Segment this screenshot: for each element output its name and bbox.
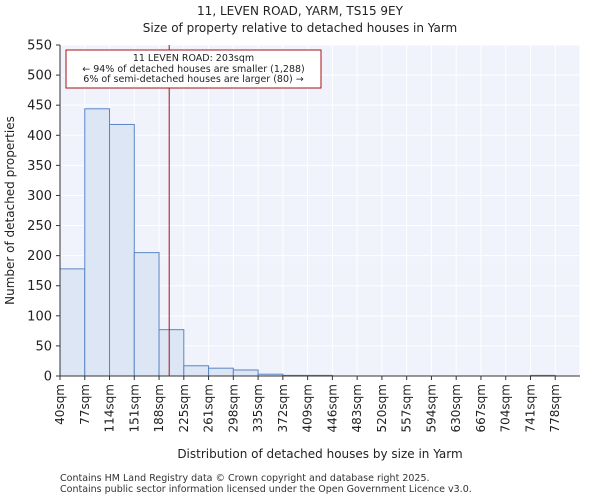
bar-298sqm xyxy=(232,369,259,377)
x-tick-label: 261sqm xyxy=(202,384,216,432)
chart-title: 11, LEVEN ROAD, YARM, TS15 9EY xyxy=(197,4,403,18)
annotation-smaller: ← 94% of detached houses are smaller (1,… xyxy=(82,64,305,75)
x-tick-label: 225sqm xyxy=(177,384,191,432)
y-tick-label: 50 xyxy=(35,339,52,354)
x-axis-label: Distribution of detached houses by size … xyxy=(177,447,462,461)
x-tick-label: 114sqm xyxy=(103,384,117,432)
y-tick-label: 550 xyxy=(27,39,52,54)
x-tick-label: 40sqm xyxy=(53,384,67,425)
annotation-title: 11 LEVEN ROAD: 203sqm xyxy=(133,53,254,64)
y-tick-label: 450 xyxy=(27,99,52,114)
bar-114sqm xyxy=(109,123,135,377)
x-tick-label: 446sqm xyxy=(325,384,339,432)
y-tick-label: 150 xyxy=(27,279,52,294)
x-tick-label: 409sqm xyxy=(301,384,315,432)
x-tick-label: 298sqm xyxy=(226,384,240,432)
bar-40sqm xyxy=(59,268,86,377)
y-tick-label: 200 xyxy=(27,249,52,264)
bar-225sqm xyxy=(183,365,210,377)
x-tick-label: 667sqm xyxy=(474,384,488,432)
x-tick-label: 520sqm xyxy=(375,384,389,432)
x-tick-label: 630sqm xyxy=(449,384,463,432)
y-axis-label: Number of detached properties xyxy=(3,116,17,305)
x-tick-label: 335sqm xyxy=(251,384,265,432)
x-tick-label: 372sqm xyxy=(276,384,290,432)
y-tick-label: 250 xyxy=(27,219,52,234)
annotation-larger: 6% of semi-detached houses are larger (8… xyxy=(83,74,303,85)
footer-licence: Contains public sector information licen… xyxy=(60,484,472,495)
x-tick-label: 778sqm xyxy=(548,384,562,432)
y-tick-label: 350 xyxy=(27,159,52,174)
annotation-box xyxy=(65,49,322,89)
x-tick-label: 741sqm xyxy=(523,384,537,432)
y-tick-label: 500 xyxy=(27,69,52,84)
x-tick-label: 483sqm xyxy=(350,384,364,432)
y-tick-label: 0 xyxy=(44,370,52,385)
bar-188sqm xyxy=(158,329,185,377)
y-tick-label: 400 xyxy=(27,129,52,144)
y-tick-label: 300 xyxy=(27,189,52,204)
footer-copyright: Contains HM Land Registry data © Crown c… xyxy=(60,473,430,484)
y-tick-label: 100 xyxy=(27,309,52,324)
chart-subtitle: Size of property relative to detached ho… xyxy=(142,21,458,35)
x-tick-label: 594sqm xyxy=(424,384,438,432)
x-tick-label: 188sqm xyxy=(152,384,166,432)
x-tick-label: 77sqm xyxy=(78,384,92,425)
x-tick-label: 704sqm xyxy=(499,384,513,432)
bar-77sqm xyxy=(84,108,111,377)
bar-261sqm xyxy=(208,367,234,377)
x-tick-label: 557sqm xyxy=(400,384,414,432)
bar-151sqm xyxy=(133,252,160,377)
x-tick-label: 151sqm xyxy=(127,384,141,432)
